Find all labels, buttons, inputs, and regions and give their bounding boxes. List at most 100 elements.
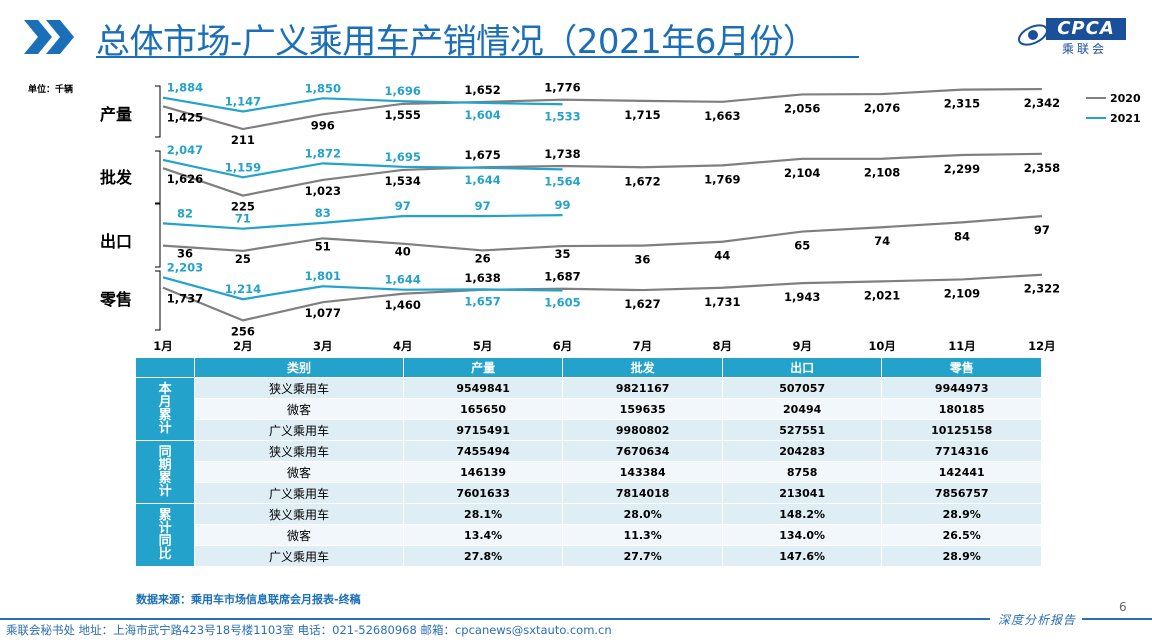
table-cell-category: 狭义乘用车 bbox=[195, 441, 403, 461]
table-cell-export: 134.0% bbox=[722, 525, 882, 545]
table-row: 微客 146139 143384 8758 142441 bbox=[136, 462, 1041, 482]
table-cell-category: 狭义乘用车 bbox=[195, 504, 403, 524]
value-label-2021: 83 bbox=[315, 206, 331, 220]
value-label-2021: 1,604 bbox=[464, 108, 500, 122]
table-cell-retail: 28.9% bbox=[882, 504, 1041, 524]
value-label-2021: 2,203 bbox=[167, 260, 203, 274]
table-group-label: 累计同比 bbox=[136, 504, 195, 566]
value-label-2021: 2,047 bbox=[167, 143, 203, 157]
table-cell-wholesale: 7814018 bbox=[563, 483, 722, 503]
value-label-2021: 82 bbox=[177, 206, 193, 220]
value-label-2021: 1,696 bbox=[385, 84, 421, 98]
value-label-2021: 1,159 bbox=[225, 160, 261, 174]
series-line-2021 bbox=[162, 214, 563, 230]
value-label-2020: 65 bbox=[794, 239, 810, 253]
value-label-2020: 2,104 bbox=[784, 166, 820, 180]
value-label-2021: 97 bbox=[475, 199, 491, 213]
table-cell-wholesale: 11.3% bbox=[563, 525, 722, 545]
table-header-corner bbox=[136, 358, 195, 377]
table-cell-retail: 28.9% bbox=[882, 546, 1041, 566]
table-cell-production: 165650 bbox=[403, 399, 563, 419]
series-line-2020 bbox=[162, 215, 1042, 253]
value-label-2020: 256 bbox=[231, 324, 255, 338]
value-label-2020: 1,675 bbox=[464, 148, 500, 162]
value-label-2020: 1,023 bbox=[305, 184, 341, 198]
table-cell-production: 13.4% bbox=[403, 525, 563, 545]
panel-label: 批发 bbox=[100, 168, 133, 187]
table-cell-production: 27.8% bbox=[403, 546, 563, 566]
value-label-2020: 36 bbox=[177, 247, 193, 261]
value-label-2021: 1,605 bbox=[544, 296, 580, 310]
title-underline bbox=[96, 56, 859, 58]
legend-swatch-2020 bbox=[1086, 97, 1106, 99]
chart-legend: 2020 2021 bbox=[1086, 88, 1141, 128]
value-label-2020: 2,358 bbox=[1024, 161, 1060, 175]
table-cell-retail: 10125158 bbox=[882, 420, 1041, 440]
cpca-logo-icon bbox=[1017, 24, 1049, 46]
panel-axis bbox=[155, 270, 161, 331]
value-label-2020: 1,738 bbox=[544, 147, 580, 161]
value-label-2020: 1,555 bbox=[385, 108, 421, 122]
table-row: 累计同比狭义乘用车 28.1% 28.0% 148.2% 28.9% bbox=[136, 504, 1041, 566]
table-row: 本月累计狭义乘用车 9549841 9821167 507057 9944973 bbox=[136, 378, 1041, 440]
data-source: 数据来源：乘用车市场信息联席会月报表-终稿 bbox=[136, 593, 361, 606]
value-label-2020: 1,776 bbox=[544, 81, 580, 95]
table-cell-export: 20494 bbox=[722, 399, 882, 419]
x-tick-label: 7月 bbox=[633, 339, 653, 353]
value-label-2020: 1,663 bbox=[704, 109, 740, 123]
value-label-2020: 1,425 bbox=[167, 110, 203, 124]
value-label-2021: 97 bbox=[395, 199, 411, 213]
value-label-2021: 1,657 bbox=[464, 294, 500, 308]
panel-axis bbox=[155, 150, 161, 205]
page-title: 总体市场-广义乘用车产销情况（2021年6月份） bbox=[96, 22, 817, 62]
table-cell-production: 28.1% bbox=[403, 504, 563, 524]
value-label-2021: 1,564 bbox=[544, 174, 580, 188]
table-group-label: 本月累计 bbox=[136, 378, 195, 440]
table-cell-export: 204283 bbox=[722, 441, 882, 461]
table-cell-production: 7455494 bbox=[403, 441, 563, 461]
x-tick-label: 10月 bbox=[868, 339, 896, 353]
table-cell-retail: 26.5% bbox=[882, 525, 1041, 545]
table-cell-retail: 9944973 bbox=[882, 378, 1041, 398]
x-tick-label: 11月 bbox=[948, 339, 976, 353]
table-cell-retail: 142441 bbox=[882, 462, 1041, 482]
table-header-category: 类别 bbox=[195, 358, 403, 377]
table-row: 广义乘用车 9715491 9980802 527551 10125158 bbox=[136, 420, 1041, 440]
table-cell-wholesale: 9821167 bbox=[563, 378, 722, 398]
value-label-2020: 996 bbox=[311, 118, 335, 132]
table-cell-wholesale: 27.7% bbox=[563, 546, 722, 566]
table-cell-category: 微客 bbox=[195, 462, 403, 482]
value-label-2020: 25 bbox=[235, 252, 251, 266]
panel-label: 零售 bbox=[99, 290, 132, 309]
table-cell-retail: 7856757 bbox=[882, 483, 1041, 503]
table-row: 广义乘用车 7601633 7814018 213041 7856757 bbox=[136, 483, 1041, 503]
value-label-2021: 1,801 bbox=[305, 269, 341, 283]
table-cell-wholesale: 159635 bbox=[563, 399, 722, 419]
value-label-2020: 2,108 bbox=[864, 166, 900, 180]
x-tick-label: 6月 bbox=[553, 339, 573, 353]
value-label-2020: 1,460 bbox=[385, 298, 421, 312]
value-label-2020: 84 bbox=[954, 229, 970, 243]
value-label-2021: 1,214 bbox=[225, 282, 261, 296]
value-label-2021: 71 bbox=[235, 212, 251, 226]
value-label-2021: 1,884 bbox=[167, 81, 203, 95]
value-label-2020: 1,943 bbox=[784, 290, 820, 304]
table-cell-category: 广义乘用车 bbox=[195, 483, 403, 503]
value-label-2020: 36 bbox=[634, 253, 650, 267]
value-label-2020: 44 bbox=[714, 249, 730, 263]
x-tick-label: 4月 bbox=[393, 339, 413, 353]
value-label-2020: 1,715 bbox=[624, 108, 660, 122]
value-label-2020: 1,769 bbox=[704, 172, 740, 186]
table-row: 微客 165650 159635 20494 180185 bbox=[136, 399, 1041, 419]
value-label-2021: 1,644 bbox=[464, 173, 500, 187]
value-label-2020: 225 bbox=[231, 200, 255, 214]
table-cell-wholesale: 7670634 bbox=[563, 441, 722, 461]
table-row: 微客 13.4% 11.3% 134.0% 26.5% bbox=[136, 525, 1041, 545]
table-cell-export: 213041 bbox=[722, 483, 882, 503]
table-cell-retail: 7714316 bbox=[882, 441, 1041, 461]
panel-axis bbox=[155, 85, 161, 138]
x-tick-label: 9月 bbox=[792, 339, 812, 353]
table-header-retail: 零售 bbox=[882, 358, 1041, 377]
value-label-2020: 40 bbox=[395, 245, 411, 259]
table-cell-production: 9549841 bbox=[403, 378, 563, 398]
